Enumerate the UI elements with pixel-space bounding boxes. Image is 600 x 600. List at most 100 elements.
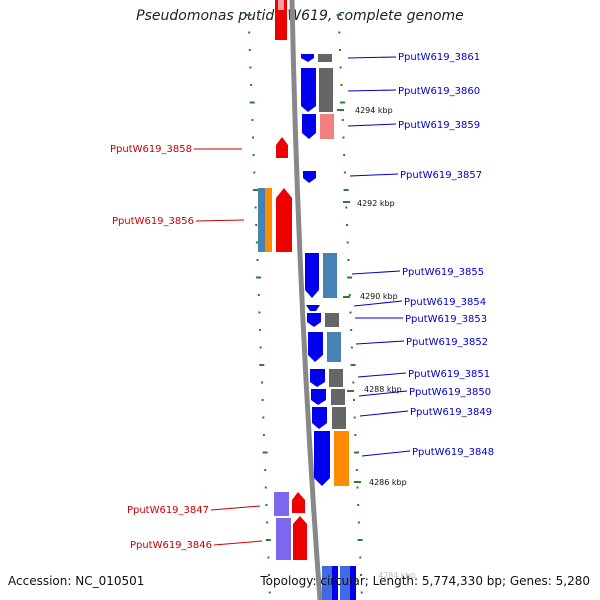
- tick-mark: [252, 154, 255, 156]
- tick-mark: [347, 276, 353, 279]
- gene-cds-bar: [274, 492, 289, 516]
- scale-label: 4292 kbp: [357, 199, 395, 208]
- tick-mark: [346, 224, 348, 226]
- label-leader: [359, 410, 409, 417]
- gene-label: PputW619_3853: [405, 314, 487, 325]
- label-leader: [355, 340, 405, 345]
- gene-cds-bar: [258, 188, 265, 252]
- gene-cds-bar: [318, 54, 332, 62]
- tick-mark: [343, 189, 349, 191]
- gene-label: PputW619_3852: [406, 337, 488, 348]
- gene-cds-bar: [276, 518, 291, 560]
- gene-arrow: [305, 253, 319, 298]
- tick-mark: [347, 259, 350, 261]
- scale-label: 4294 kbp: [355, 106, 393, 115]
- gene-cds-bar: [327, 332, 341, 362]
- tick-mark: [257, 294, 260, 296]
- tick-mark: [339, 66, 342, 69]
- tick-mark: [262, 416, 265, 419]
- accession-text: Accession: NC_010501: [8, 574, 145, 588]
- gene-cds-bar: [325, 313, 339, 327]
- tick-mark: [346, 241, 349, 244]
- tick-mark: [262, 434, 265, 436]
- gene-arrow: [302, 114, 316, 139]
- gene-label: PputW619_3850: [409, 387, 491, 398]
- gene-cds-bar: [340, 566, 350, 600]
- tick-mark: [246, 14, 252, 16]
- tick-mark: [342, 136, 345, 139]
- gene-arrow: [303, 171, 316, 183]
- tick-mark: [340, 101, 346, 104]
- gene-label: PputW619_3856: [112, 216, 194, 227]
- tick-mark: [248, 49, 251, 51]
- label-leader: [349, 173, 399, 177]
- gene-arrow: [306, 305, 320, 311]
- tick-mark: [353, 416, 356, 419]
- tick-mark: [343, 154, 346, 156]
- reverse-strand-features: [258, 0, 307, 560]
- tick-mark: [268, 591, 271, 594]
- tick-mark: [348, 294, 351, 296]
- label-leader: [358, 390, 408, 397]
- tick-mark: [267, 556, 270, 559]
- tick-mark: [258, 311, 261, 314]
- tick-mark: [360, 574, 362, 576]
- tick-mark: [340, 84, 343, 86]
- tick-mark: [350, 346, 353, 349]
- gene-label: PputW619_3848: [412, 447, 494, 458]
- gene-label: PputW619_3851: [408, 369, 490, 380]
- gene-cds-bar: [323, 253, 337, 298]
- tick-mark: [250, 84, 253, 86]
- tick-mark: [268, 574, 270, 576]
- tick-mark: [360, 591, 363, 594]
- tick-mark: [336, 14, 342, 16]
- label-leader: [213, 540, 263, 546]
- gene-arrow: [310, 369, 325, 387]
- gene-arrow: [301, 68, 316, 112]
- genome-backbone: [289, 0, 323, 600]
- scale-labels: 4294 kbp 4292 kbp 4290 kbp 4288 kbp 4286…: [337, 106, 416, 580]
- gene-cds-bar: [329, 369, 343, 387]
- gene-label: PputW619_3857: [400, 170, 482, 181]
- gene-cds-bar: [320, 114, 334, 139]
- tick-mark: [264, 486, 267, 489]
- label-leader: [361, 450, 411, 457]
- gene-arrow: [312, 407, 327, 429]
- gene-arrow: [308, 332, 323, 362]
- gene-label: PputW619_3861: [398, 52, 480, 63]
- tick-mark: [259, 329, 262, 331]
- tick-mark: [259, 364, 265, 366]
- reverse-gene-labels: PputW619_3858 PputW619_3856 PputW619_384…: [110, 144, 263, 551]
- tick-mark: [265, 504, 268, 506]
- tick-mark: [252, 136, 254, 139]
- label-leader: [347, 89, 397, 92]
- tick-mark: [350, 364, 356, 366]
- genome-title: Pseudomonas putida W619, complete genome: [136, 8, 464, 24]
- gene-arrow: [276, 188, 292, 252]
- gene-cds-bar: [265, 188, 272, 252]
- tick-mark: [253, 171, 256, 174]
- tick-marks: [246, 14, 363, 594]
- gene-label: PputW619_3858: [110, 144, 192, 155]
- gene-cds-bar: [350, 566, 356, 600]
- tick-mark: [254, 206, 257, 209]
- gene-arrow: [293, 516, 307, 560]
- tick-mark: [264, 469, 267, 471]
- gene-cds-bar: [331, 389, 345, 405]
- scale-label: 4284 kbp: [378, 571, 416, 580]
- forward-strand-features: [301, 54, 356, 600]
- tick-mark: [354, 451, 360, 454]
- gene-label: PputW619_3855: [402, 267, 484, 278]
- gene-arrow: [311, 389, 326, 405]
- tick-mark: [345, 206, 348, 209]
- gene-cds-bar: [322, 566, 332, 600]
- gene-cds-bar: [332, 407, 346, 429]
- tick-mark: [338, 31, 341, 34]
- tick-mark: [256, 276, 262, 279]
- tick-mark: [256, 259, 259, 261]
- gene-arrow: [307, 313, 321, 327]
- tick-mark: [265, 539, 271, 541]
- tick-mark: [354, 434, 357, 436]
- label-leader: [353, 300, 403, 307]
